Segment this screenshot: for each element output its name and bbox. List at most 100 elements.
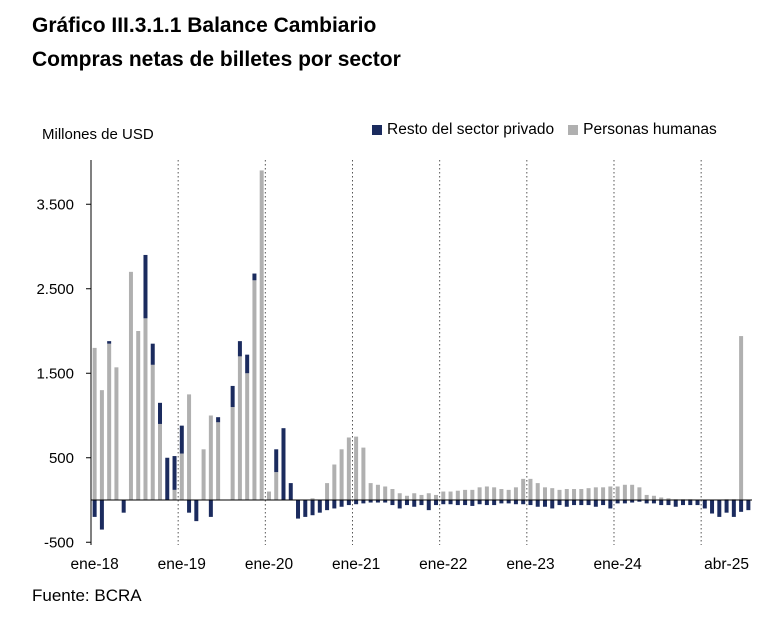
- bar-personas-humanas: [412, 493, 417, 500]
- bar-personas-humanas: [666, 498, 671, 500]
- bar-resto-sector-privado: [107, 341, 112, 344]
- bar-chart: -500 500 1.500 2.500 3.500 ene-18 ene-19 ene-20…: [36, 160, 752, 573]
- bar-resto-sector-privado: [695, 500, 700, 506]
- bar-resto-sector-privado: [622, 500, 627, 504]
- bar-resto-sector-privado: [557, 500, 562, 506]
- bar-personas-humanas: [521, 478, 526, 500]
- bar-resto-sector-privado: [274, 449, 279, 473]
- bar-personas-humanas: [107, 343, 112, 500]
- bar-resto-sector-privado: [484, 500, 489, 506]
- bar-personas-humanas: [557, 489, 562, 500]
- bar-resto-sector-privado: [521, 500, 526, 505]
- y-tick-label: 1.500: [36, 365, 74, 382]
- legend-item-private: Resto del sector privado: [372, 121, 554, 139]
- legend-label-households: Personas humanas: [583, 121, 717, 138]
- bar-personas-humanas: [143, 318, 148, 500]
- bar-personas-humanas: [383, 486, 388, 500]
- bar-resto-sector-privado: [361, 500, 366, 504]
- bar-resto-sector-privado: [99, 500, 104, 530]
- bar-personas-humanas: [564, 489, 569, 500]
- bar-resto-sector-privado: [702, 500, 707, 509]
- bar-resto-sector-privado: [390, 500, 395, 506]
- bar-personas-humanas: [601, 487, 606, 500]
- y-tick-label: 500: [49, 450, 74, 467]
- bar-resto-sector-privado: [615, 500, 620, 504]
- bar-resto-sector-privado: [528, 500, 533, 506]
- bar-resto-sector-privado: [535, 500, 540, 507]
- bar-resto-sector-privado: [630, 500, 635, 503]
- bar-resto-sector-privado: [434, 500, 439, 506]
- bar-personas-humanas: [644, 494, 649, 500]
- bar-personas-humanas: [513, 487, 518, 500]
- bar-resto-sector-privado: [346, 500, 351, 506]
- bar-resto-sector-privado: [216, 417, 221, 423]
- bar-personas-humanas: [608, 486, 613, 500]
- bar-resto-sector-privado: [194, 500, 199, 522]
- bar-resto-sector-privado: [564, 500, 569, 507]
- x-tick-label: ene-19: [158, 556, 206, 573]
- bar-personas-humanas: [441, 491, 446, 500]
- bar-resto-sector-privado: [121, 500, 126, 513]
- bar-personas-humanas: [208, 415, 213, 500]
- legend-swatch-households: [568, 125, 579, 135]
- bar-resto-sector-privado: [368, 500, 373, 503]
- bar-resto-sector-privado: [608, 500, 613, 509]
- bar-resto-sector-privado: [150, 343, 155, 365]
- bar-resto-sector-privado: [245, 354, 250, 374]
- bar-resto-sector-privado: [332, 500, 337, 509]
- bar-personas-humanas: [237, 356, 242, 500]
- bar-resto-sector-privado: [542, 500, 547, 507]
- bar-personas-humanas: [615, 486, 620, 500]
- bar-resto-sector-privado: [296, 500, 301, 519]
- bar-personas-humanas: [651, 495, 656, 500]
- bar-personas-humanas: [637, 487, 642, 500]
- bar-personas-humanas: [572, 489, 577, 500]
- bar-personas-humanas: [463, 489, 468, 500]
- bar-resto-sector-privado: [143, 254, 148, 319]
- bar-resto-sector-privado: [550, 500, 555, 509]
- bar-personas-humanas: [346, 437, 351, 500]
- bar-resto-sector-privado: [506, 500, 511, 504]
- bar-resto-sector-privado: [448, 500, 453, 505]
- bar-personas-humanas: [579, 489, 584, 500]
- bar-personas-humanas: [535, 483, 540, 500]
- bar-resto-sector-privado: [477, 500, 482, 505]
- bar-resto-sector-privado: [579, 500, 584, 506]
- bar-resto-sector-privado: [680, 500, 685, 506]
- bar-resto-sector-privado: [252, 273, 257, 281]
- bar-personas-humanas: [368, 483, 373, 500]
- bar-resto-sector-privado: [455, 500, 460, 506]
- bar-personas-humanas: [375, 484, 380, 500]
- bar-personas-humanas: [332, 464, 337, 500]
- bar-personas-humanas: [230, 407, 235, 500]
- bar-resto-sector-privado: [499, 500, 504, 504]
- bar-resto-sector-privado: [746, 500, 751, 511]
- bar-resto-sector-privado: [513, 500, 518, 505]
- bar-personas-humanas: [201, 449, 206, 500]
- x-tick-label: ene-22: [419, 556, 467, 573]
- bar-resto-sector-privado: [397, 500, 402, 509]
- bar-personas-humanas: [179, 453, 184, 500]
- bar-resto-sector-privado: [375, 500, 380, 503]
- bar-resto-sector-privado: [303, 500, 308, 517]
- bar-personas-humanas: [245, 373, 250, 500]
- chart-title-line2: Compras netas de billetes por sector: [32, 48, 401, 71]
- bar-personas-humanas: [404, 495, 409, 500]
- bar-resto-sector-privado: [724, 500, 729, 513]
- bar-resto-sector-privado: [601, 500, 606, 506]
- bar-resto-sector-privado: [419, 500, 424, 506]
- bar-personas-humanas: [274, 472, 279, 500]
- bar-personas-humanas: [99, 390, 104, 500]
- bar-resto-sector-privado: [339, 500, 344, 507]
- bar-personas-humanas: [593, 487, 598, 500]
- bar-resto-sector-privado: [230, 385, 235, 408]
- y-tick-label: -500: [44, 534, 74, 551]
- bar-resto-sector-privado: [731, 500, 736, 517]
- bar-personas-humanas: [492, 487, 497, 500]
- bar-resto-sector-privado: [492, 500, 497, 506]
- bar-personas-humanas: [136, 331, 141, 500]
- bar-resto-sector-privado: [637, 500, 642, 502]
- bar-personas-humanas: [339, 449, 344, 500]
- bar-resto-sector-privado: [659, 500, 664, 506]
- bar-personas-humanas: [528, 478, 533, 500]
